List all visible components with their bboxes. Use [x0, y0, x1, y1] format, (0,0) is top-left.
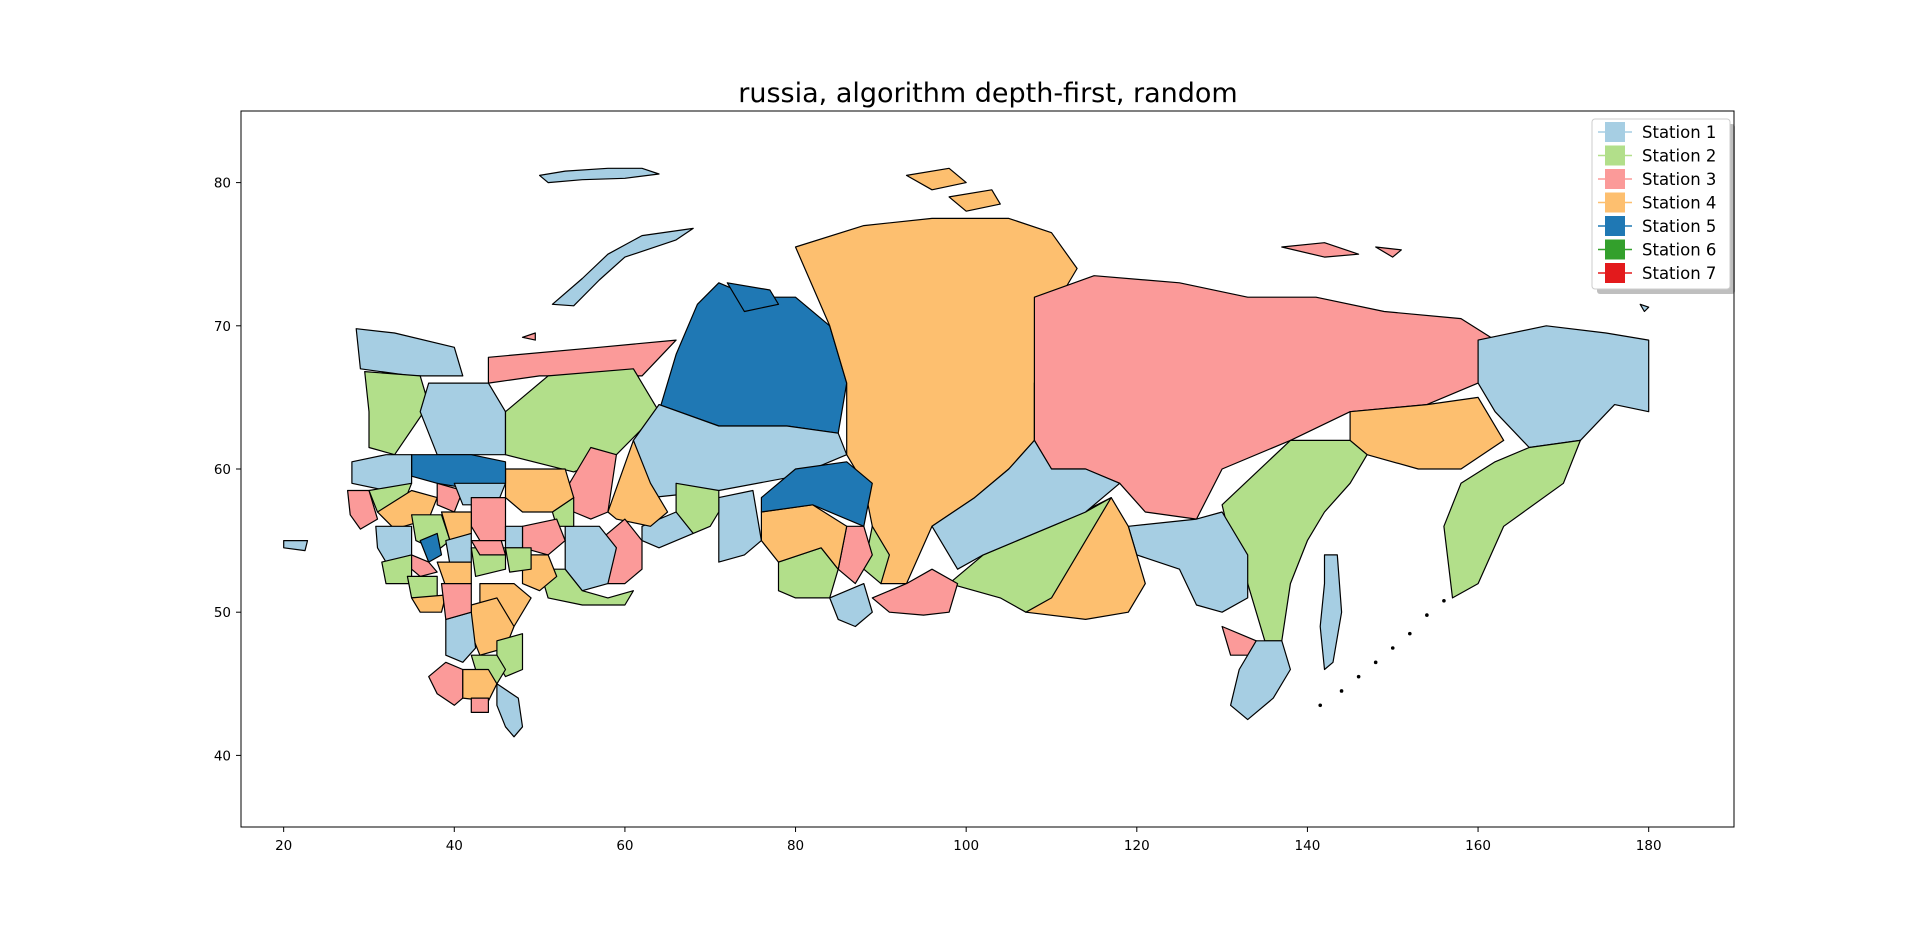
x-tick-label: 160	[1465, 838, 1491, 854]
legend-label: Station 5	[1642, 217, 1716, 236]
region-amur	[1127, 511, 1249, 613]
region-khakassia	[863, 525, 891, 585]
x-tick-label: 80	[787, 838, 804, 854]
kuril-island	[1318, 703, 1323, 708]
region-komi	[504, 368, 660, 473]
region-irkutsk	[931, 439, 1121, 570]
kuril-island	[1408, 631, 1412, 636]
legend: Station 1 Station 2 Station 3 Station 4 Stat…	[1591, 118, 1735, 294]
map-plot-area: 20 40 60 80 100 120 140 160 180 40 50 60 70 80	[214, 110, 1735, 854]
region-new-siberian-2	[1375, 246, 1402, 258]
region-murmansk	[355, 328, 464, 377]
legend-entries: Station 1 Station 2 Station 3 Station 4 Stat…	[1598, 122, 1716, 283]
legend-swatch	[1605, 122, 1625, 142]
region-altai-rep	[829, 582, 873, 628]
y-tick-label: 50	[214, 605, 231, 621]
region-chuvashia	[504, 525, 524, 549]
legend-swatch	[1605, 145, 1625, 166]
y-axis: 40 50 60 70 80	[214, 176, 241, 764]
x-tick-label: 40	[446, 838, 463, 854]
kuril-island	[1356, 674, 1361, 679]
region-nizhny	[470, 497, 507, 542]
x-tick-label: 100	[953, 838, 979, 854]
legend-entry: Station 5	[1598, 216, 1716, 236]
legend-entry: Station 7	[1598, 263, 1716, 283]
y-tick-label: 80	[214, 176, 231, 192]
kuril-island	[1339, 689, 1344, 693]
region-yamal-islands	[726, 282, 780, 313]
region-kolguev	[521, 332, 536, 341]
x-tick-label: 60	[616, 838, 633, 854]
legend-label: Station 1	[1642, 123, 1716, 142]
legend-label: Station 6	[1642, 241, 1716, 260]
region-arkhangelsk	[419, 382, 507, 456]
legend-entry: Station 1	[1598, 122, 1716, 142]
y-tick-label: 40	[214, 748, 231, 764]
y-tick-label: 70	[214, 319, 231, 335]
kuril-island	[1373, 660, 1378, 665]
legend-swatch	[1605, 192, 1625, 213]
region-new-siberian	[1281, 242, 1360, 258]
region-tuva	[871, 568, 959, 616]
region-sakhalin	[1319, 554, 1343, 671]
region-kursk	[406, 575, 438, 599]
legend-swatch	[1605, 216, 1625, 236]
legend-label: Station 2	[1642, 147, 1716, 166]
region-orenburg	[538, 568, 635, 606]
region-wrangel	[1639, 303, 1650, 313]
x-tick-label: 20	[275, 838, 292, 854]
region-sverdlovsk	[607, 439, 669, 527]
region-severnaya-zemlya	[905, 167, 967, 191]
legend-entry: Station 4	[1598, 192, 1716, 213]
legend-swatch	[1605, 263, 1625, 283]
region-chukotka	[1477, 325, 1650, 449]
region-franz-josef	[538, 167, 660, 184]
region-severnaya-2	[948, 189, 1001, 212]
kuril-island	[1425, 613, 1429, 617]
x-tick-label: 180	[1636, 838, 1662, 854]
region-primorye	[1229, 640, 1292, 721]
region-pskov	[347, 489, 379, 530]
region-kaliningrad	[283, 539, 309, 552]
region-kamchatka	[1443, 439, 1582, 599]
kuril-island	[1390, 646, 1395, 650]
y-tick-label: 60	[214, 462, 231, 478]
map-title: russia, algorithm depth-first, random	[738, 78, 1237, 109]
region-kabardino	[470, 697, 489, 714]
region-tomsk	[760, 461, 873, 527]
region-voronezh	[440, 582, 472, 621]
legend-label: Station 4	[1642, 194, 1716, 213]
kuril-island	[1442, 598, 1446, 603]
region-dagestan	[496, 683, 524, 738]
legend-label: Station 3	[1642, 170, 1716, 189]
x-tick-label: 140	[1295, 838, 1321, 854]
legend-label: Station 7	[1642, 264, 1716, 283]
region-novaya-zemlya	[551, 227, 694, 307]
legend-entry: Station 6	[1598, 239, 1716, 260]
x-axis: 20 40 60 80 100 120 140 160 180	[275, 827, 1662, 854]
legend-entry: Station 2	[1598, 145, 1716, 166]
region-belgorod	[411, 594, 447, 613]
legend-swatch	[1605, 239, 1625, 260]
legend-box	[1591, 118, 1731, 290]
region-omsk	[718, 489, 763, 563]
regions-layer	[283, 167, 1650, 738]
region-novosibirsk	[760, 504, 848, 570]
region-stavropol	[462, 668, 498, 702]
x-tick-label: 120	[1124, 838, 1150, 854]
region-ulyanovsk	[504, 547, 532, 573]
region-moscow	[419, 532, 443, 563]
legend-swatch	[1605, 169, 1625, 189]
region-kaluga-tula	[411, 554, 438, 578]
region-mordovia	[470, 539, 507, 556]
legend-entry: Station 3	[1598, 169, 1716, 189]
